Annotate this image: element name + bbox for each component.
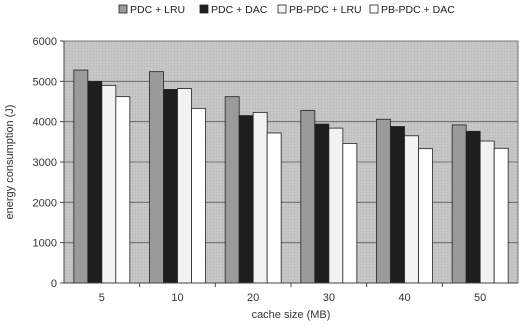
legend-label: PDC + DAC	[211, 4, 268, 16]
legend-swatch	[277, 4, 287, 14]
gridlines	[64, 80, 518, 244]
bar-pb-pdc-lru-40	[404, 135, 419, 284]
x-tick-label: 5	[99, 292, 105, 304]
y-tick-label: 3000	[33, 157, 57, 169]
legend-swatch	[199, 4, 209, 14]
y-axis-title: energy consumption (J)	[4, 105, 16, 220]
bar-pdc-lru-40	[376, 118, 391, 284]
bar-pdc-lru-5	[73, 69, 89, 284]
bar-pdc-dac-40	[390, 126, 405, 284]
bar-pb-pdc-lru-20	[252, 111, 268, 284]
x-tick-label: 20	[247, 292, 259, 304]
bar-pb-pdc-dac-10	[191, 107, 206, 284]
x-axis-ticks: 5 10 20 30 40 50	[99, 283, 486, 304]
legend-label: PB-PDC + LRU	[289, 4, 362, 16]
bar-pb-pdc-dac-20	[266, 132, 282, 284]
bar-pb-pdc-lru-50	[479, 140, 495, 284]
bar-pdc-lru-50	[451, 124, 467, 284]
y-tick-label: 0	[51, 278, 57, 290]
bar-pdc-lru-20	[224, 96, 240, 284]
x-tick-label: 10	[171, 292, 183, 304]
legend-swatch	[118, 4, 128, 14]
x-axis-title: cache size (MB)	[252, 309, 331, 321]
bar-pdc-dac-20	[238, 115, 254, 284]
x-tick-label: 50	[474, 292, 486, 304]
bar-pdc-dac-50	[465, 130, 481, 284]
x-tick-label: 40	[398, 292, 410, 304]
y-tick-label: 1000	[33, 238, 57, 250]
bar-pb-pdc-dac-5	[115, 96, 131, 284]
legend-label: PDC + LRU	[130, 4, 185, 16]
bars	[73, 69, 509, 284]
bar-pdc-dac-30	[314, 123, 330, 284]
legend-label: PB-PDC + DAC	[381, 4, 455, 16]
legend: PDC + LRU PDC + DAC PB-PDC + LRU PB-PDC + D…	[118, 4, 455, 16]
bar-pdc-lru-10	[149, 71, 164, 284]
bar-pb-pdc-lru-5	[101, 84, 117, 284]
bar-pdc-lru-30	[300, 109, 316, 284]
y-axis-ticks: 0 1000 2000 3000 4000 5000 6000	[33, 36, 64, 290]
legend-swatch	[369, 4, 379, 14]
bar-pdc-dac-5	[87, 80, 103, 284]
bar-pb-pdc-lru-10	[177, 88, 192, 284]
y-tick-label: 6000	[33, 36, 57, 48]
bar-pb-pdc-dac-50	[493, 147, 509, 284]
y-tick-label: 4000	[33, 117, 57, 129]
bar-pb-pdc-dac-30	[342, 143, 358, 284]
bar-pdc-dac-10	[163, 89, 178, 284]
y-tick-label: 2000	[33, 197, 57, 209]
bar-pb-pdc-dac-40	[418, 148, 433, 284]
y-tick-label: 5000	[33, 76, 57, 88]
x-tick-label: 30	[323, 292, 335, 304]
bar-pb-pdc-lru-30	[328, 127, 344, 284]
